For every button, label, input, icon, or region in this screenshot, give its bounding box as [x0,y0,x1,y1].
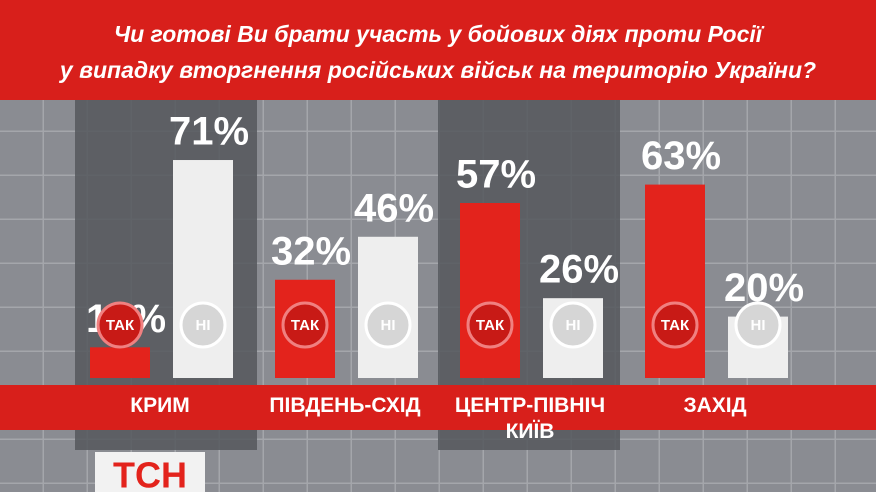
badge [651,301,699,349]
badge [364,301,412,349]
category-band [0,385,876,430]
value-label: 57% [456,153,536,197]
category-label: ПІВДЕНЬ-СХІД [269,394,421,417]
bar [460,203,520,378]
value-label: 32% [271,229,351,273]
chart-title: у випадку вторгнення російських військ н… [59,57,816,83]
badge-label: НІ [566,317,581,334]
bar [645,184,705,378]
value-label: 26% [539,248,619,292]
badge [281,301,329,349]
badge-label: НІ [381,317,396,334]
value-label: 63% [641,134,721,178]
bar [90,347,150,378]
badge-label: ТАК [476,317,505,334]
badge [96,301,144,349]
badge [179,301,227,349]
logo: ТСН [113,455,187,492]
badge [549,301,597,349]
badge [734,301,782,349]
value-label: 46% [354,186,434,230]
badge [466,301,514,349]
badge-label: НІ [196,317,211,334]
category-label: ЦЕНТР-ПІВНІЧ КИЇВ [454,394,606,443]
badge-label: ТАК [291,317,320,334]
value-label: 71% [169,110,249,154]
badge-label: ТАК [661,317,690,334]
category-label: ЗАХІД [683,394,747,417]
category-label: КРИМ [130,394,190,417]
logo-box [95,452,205,492]
title-band [0,0,876,100]
badge-label: ТАК [106,317,135,334]
chart-title: Чи готові Ви брати участь у бойових діях… [114,21,765,47]
badge-label: НІ [751,317,766,334]
